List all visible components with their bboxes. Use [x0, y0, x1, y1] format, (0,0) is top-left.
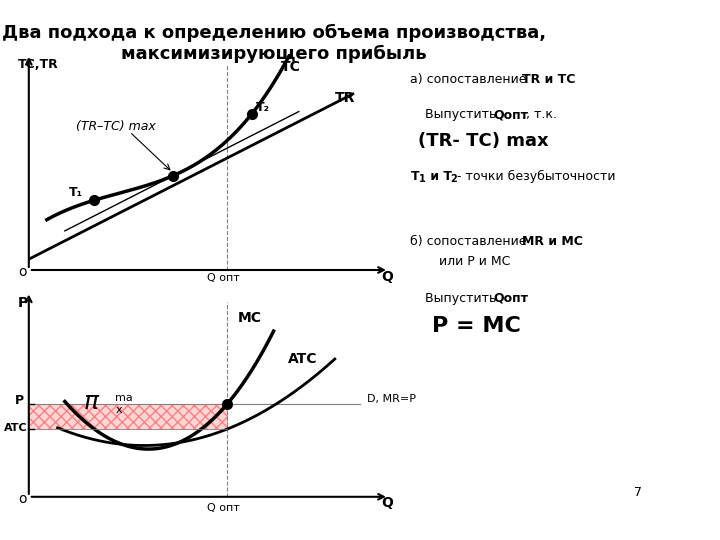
Text: P: P	[18, 296, 28, 310]
Text: Выпустить: Выпустить	[425, 292, 504, 305]
Text: TR: TR	[335, 91, 355, 105]
Polygon shape	[29, 404, 227, 429]
Text: 2: 2	[450, 174, 456, 184]
Text: Q: Q	[382, 270, 393, 284]
Text: MR и MC: MR и MC	[522, 235, 583, 248]
Text: .: .	[522, 292, 526, 305]
Text: ATC: ATC	[4, 423, 27, 433]
Text: или Р и МС: или Р и МС	[439, 255, 510, 268]
Text: Q опт: Q опт	[207, 273, 240, 283]
Text: T₁: T₁	[68, 186, 83, 199]
Text: (TR- TC) max: (TR- TC) max	[418, 132, 548, 150]
Text: TR и TC: TR и TC	[522, 73, 575, 86]
Text: P = MC: P = MC	[432, 316, 521, 336]
Text: Qопт: Qопт	[493, 108, 528, 121]
Text: D, MR=P: D, MR=P	[367, 394, 416, 404]
Text: Q: Q	[382, 496, 393, 510]
Text: TC: TC	[281, 60, 301, 75]
Text: MC: MC	[238, 312, 261, 326]
Text: ., т.к.: ., т.к.	[522, 108, 557, 121]
Text: - точки безубыточности: - точки безубыточности	[457, 170, 616, 183]
Text: а) сопоставление: а) сопоставление	[410, 73, 531, 86]
Text: ma
x: ma x	[115, 393, 133, 415]
Text: о: о	[18, 492, 27, 506]
Text: Qопт: Qопт	[493, 292, 528, 305]
Text: T₂: T₂	[256, 102, 269, 114]
Text: Два подхода к определению объема производства,
максимизирующего прибыль: Два подхода к определению объема произво…	[1, 24, 546, 63]
Text: Q опт: Q опт	[207, 503, 240, 513]
Text: TC,TR: TC,TR	[18, 58, 59, 71]
Text: 7: 7	[634, 486, 642, 499]
Text: б) сопоставление: б) сопоставление	[410, 235, 531, 248]
Text: P: P	[14, 394, 24, 408]
Text: 1: 1	[419, 174, 426, 184]
Text: (TR–TC) max: (TR–TC) max	[76, 119, 156, 133]
Text: и Т: и Т	[426, 170, 452, 183]
Text: Т: Т	[410, 170, 419, 183]
Text: Выпустить: Выпустить	[425, 108, 504, 121]
Text: $\pi$: $\pi$	[83, 389, 100, 414]
Text: о: о	[18, 266, 27, 280]
Text: ATC: ATC	[288, 353, 318, 367]
